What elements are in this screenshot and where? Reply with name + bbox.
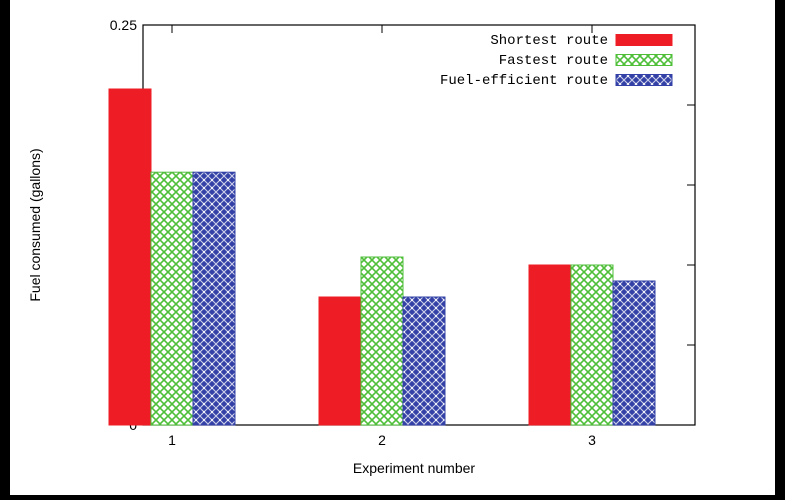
bar — [570, 264, 614, 426]
bar — [402, 296, 446, 426]
x-tick-label: 2 — [378, 432, 386, 448]
legend: Shortest route Fastest route Fuel-efficien… — [440, 33, 673, 89]
bar — [192, 171, 236, 426]
legend-swatch — [615, 74, 673, 86]
bars — [108, 88, 656, 426]
bar — [612, 280, 656, 426]
bar — [108, 88, 152, 426]
legend-swatch — [615, 54, 673, 66]
bar — [360, 256, 404, 426]
x-tick-label: 3 — [588, 432, 596, 448]
legend-swatch — [615, 34, 673, 46]
legend-label: Fuel-efficient route — [440, 73, 608, 89]
y-tick-label: 0.25 — [110, 17, 137, 33]
x-tick-label: 1 — [168, 432, 176, 448]
x-axis-label: Experiment number — [353, 460, 476, 476]
legend-label: Fastest route — [499, 53, 608, 69]
bar — [528, 264, 572, 426]
bar — [318, 296, 362, 426]
legend-label: Shortest route — [490, 33, 608, 49]
y-axis-label: Fuel consumed (gallons) — [27, 148, 43, 301]
bar — [150, 171, 194, 426]
